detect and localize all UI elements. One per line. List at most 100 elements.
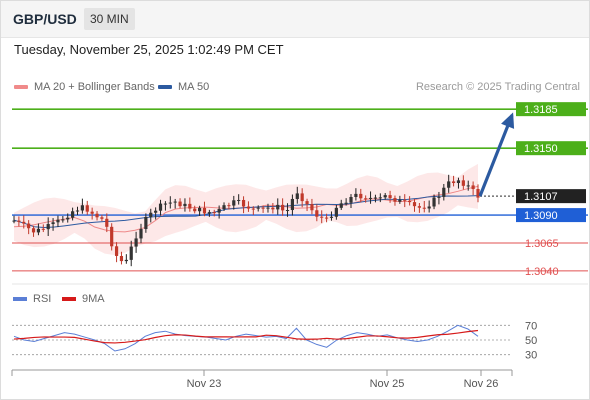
- candle-body: [451, 181, 456, 184]
- candle-body: [471, 185, 475, 190]
- rsi-legend-label: RSI: [33, 293, 51, 305]
- candle-body: [193, 208, 197, 212]
- candle-body: [266, 207, 270, 209]
- candle-body: [222, 205, 226, 209]
- level-label-1.3040: 1.3040: [525, 266, 559, 278]
- timestamp: Tuesday, November 25, 2025 1:02:49 PM CE…: [14, 42, 284, 57]
- candle-body: [241, 199, 246, 207]
- candle-body: [295, 193, 299, 199]
- legend-ma50: MA 50: [158, 81, 209, 93]
- candle-body: [383, 195, 387, 198]
- candle-body: [339, 203, 343, 208]
- candle-body: [129, 246, 133, 260]
- candle-body: [217, 208, 221, 213]
- rsi-tick-70: 70: [525, 320, 537, 332]
- candle-body: [119, 255, 124, 262]
- legend-swatch-ma20: [14, 85, 28, 89]
- candle-body: [281, 204, 285, 211]
- candle-body: [17, 220, 21, 222]
- level-label-1.3150: 1.3150: [524, 143, 558, 155]
- candle-body: [334, 207, 338, 217]
- candle-body: [364, 198, 368, 200]
- forecast-arrow-head: [501, 112, 515, 129]
- candle-body: [417, 206, 421, 208]
- candle-body: [305, 201, 309, 205]
- legend-label-ma50: MA 50: [178, 81, 210, 93]
- candle-body: [246, 206, 251, 209]
- candle-body: [285, 210, 290, 212]
- candle-body: [178, 201, 182, 207]
- level-box-1.3107: [516, 189, 586, 204]
- candle-body: [320, 216, 324, 218]
- candle-body: [36, 228, 41, 233]
- candle-body: [154, 210, 158, 213]
- candle-body: [344, 202, 348, 204]
- candle-body: [85, 205, 89, 212]
- candle-body: [183, 203, 187, 207]
- candle-body: [398, 199, 402, 202]
- candle-body: [437, 196, 441, 198]
- candle-body: [412, 202, 417, 207]
- level-box-1.3185: [516, 102, 586, 117]
- rsi-9ma-line: [13, 329, 479, 344]
- candle-body: [56, 219, 60, 223]
- candle-body: [80, 205, 84, 211]
- level-label-1.3065: 1.3065: [525, 238, 559, 250]
- candle-body: [144, 216, 148, 230]
- rsi-line: [13, 324, 479, 352]
- candle-body: [12, 220, 16, 222]
- candle-body: [207, 212, 211, 214]
- candle-body: [110, 226, 114, 247]
- candle-body: [408, 200, 412, 203]
- level-box-1.3090: [516, 208, 586, 223]
- legend-swatch-ma50: [158, 85, 172, 89]
- candle-body: [447, 181, 451, 188]
- candle-body: [198, 207, 202, 212]
- candle-body: [139, 229, 143, 239]
- candle-body: [173, 201, 177, 203]
- candle-body: [227, 205, 231, 207]
- forecast-arrow-shaft: [478, 114, 514, 197]
- candle-body: [51, 222, 55, 225]
- candle-body: [442, 187, 446, 197]
- candle-body: [403, 199, 407, 201]
- candle-body: [158, 203, 163, 211]
- rsi-legend-swatch: [13, 297, 27, 301]
- candle-body: [134, 238, 138, 247]
- candle-body: [300, 193, 304, 202]
- candle-body: [232, 200, 236, 206]
- candle-body: [324, 217, 329, 219]
- candle-body: [90, 211, 94, 214]
- candle-body: [261, 207, 265, 209]
- legend-ma20-bollinger: MA 20 + Bollinger Bands: [14, 81, 155, 93]
- candle-body: [41, 228, 45, 230]
- level-box-1.3150: [516, 141, 586, 156]
- candle-body: [422, 207, 426, 209]
- research-credit: Research © 2025 Trading Central: [415, 81, 580, 93]
- candle-body: [368, 197, 373, 199]
- candle-body: [466, 185, 470, 187]
- interval-selector[interactable]: 30 MIN: [84, 8, 135, 30]
- candle-body: [212, 212, 216, 214]
- candle-body: [168, 202, 172, 204]
- candle-body: [31, 228, 36, 233]
- candle-body: [432, 197, 436, 207]
- candle-body: [427, 206, 431, 209]
- candle-body: [388, 195, 392, 199]
- candle-body: [95, 213, 99, 218]
- candle-body: [290, 198, 294, 211]
- candle-body: [75, 210, 80, 212]
- candle-body: [237, 199, 241, 201]
- x-tick-label: Nov 26: [464, 378, 499, 390]
- candle-body: [251, 208, 255, 210]
- ma50-line: [13, 195, 479, 229]
- candle-body: [71, 211, 75, 218]
- legend-label-ma20: MA 20 + Bollinger Bands: [34, 81, 155, 93]
- candle-body: [188, 203, 192, 209]
- rsi-tick-50: 50: [525, 335, 537, 347]
- candle-body: [310, 204, 314, 211]
- candle-body: [276, 204, 280, 210]
- candle-body: [349, 196, 353, 203]
